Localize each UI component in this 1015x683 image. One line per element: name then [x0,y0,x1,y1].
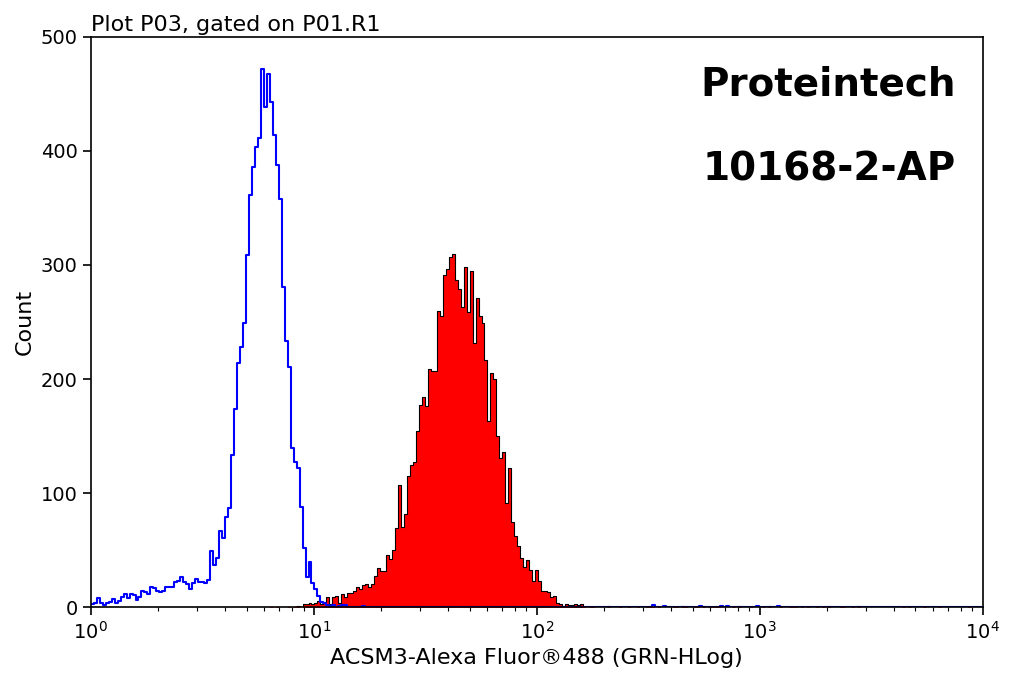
Y-axis label: Count: Count [15,289,35,355]
Text: Plot P03, gated on P01.R1: Plot P03, gated on P01.R1 [90,15,381,35]
Text: Proteintech: Proteintech [700,65,956,103]
Text: 10168-2-AP: 10168-2-AP [702,151,956,189]
X-axis label: ACSM3-Alexa Fluor®488 (GRN-HLog): ACSM3-Alexa Fluor®488 (GRN-HLog) [330,648,743,668]
